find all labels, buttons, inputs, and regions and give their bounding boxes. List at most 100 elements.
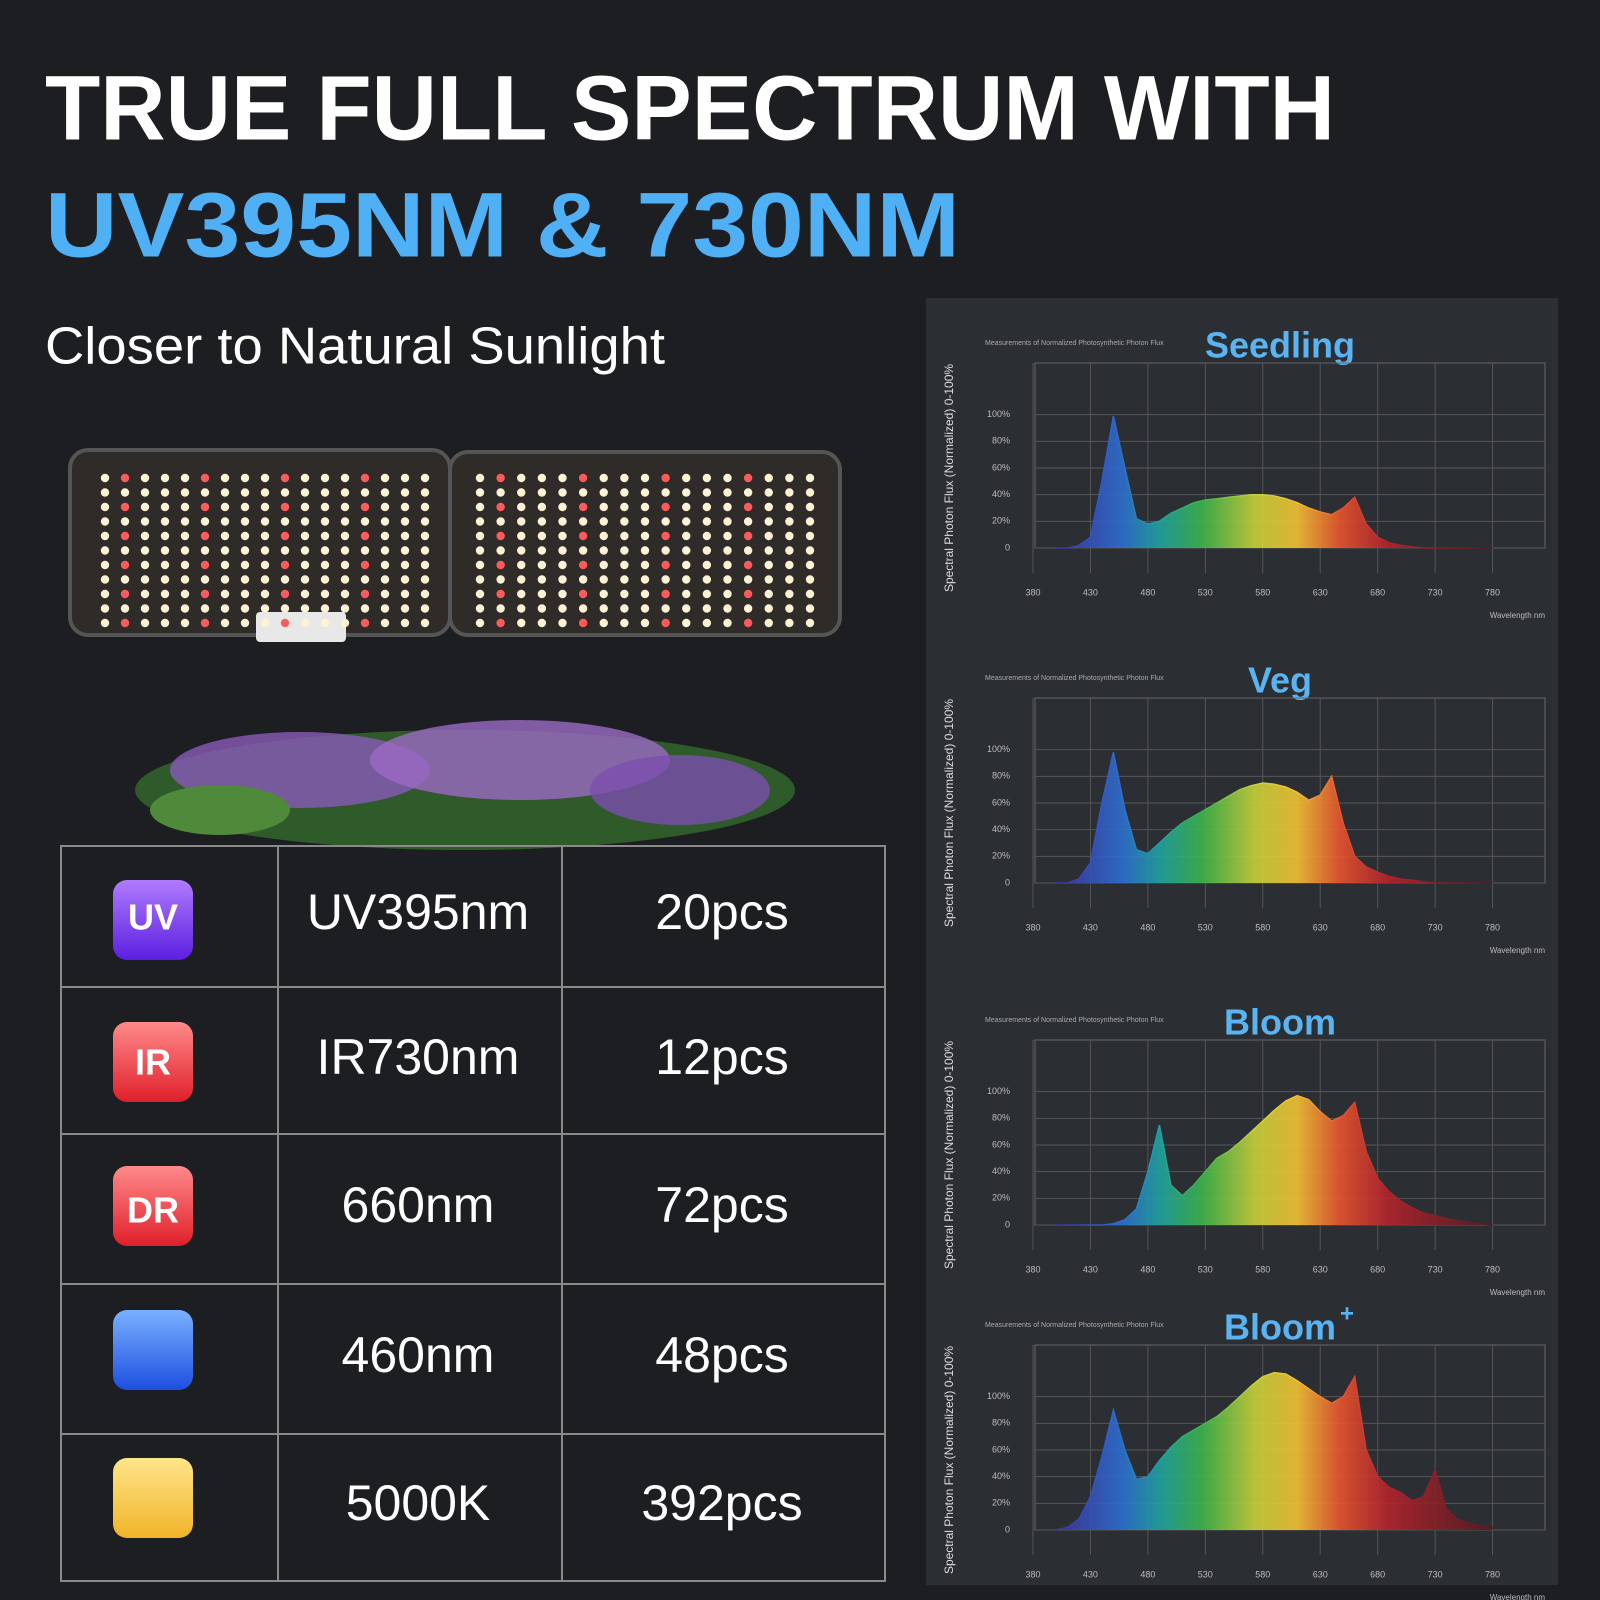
led xyxy=(340,604,350,613)
led xyxy=(320,575,330,584)
x-tick-label: 480 xyxy=(1140,587,1155,597)
y-tick-label: 0 xyxy=(1005,1524,1010,1534)
led xyxy=(723,531,732,541)
led xyxy=(340,560,350,570)
led xyxy=(200,488,210,497)
led xyxy=(160,546,170,555)
led xyxy=(120,488,130,497)
y-tick-label: 80% xyxy=(992,436,1010,446)
x-tick-label: 480 xyxy=(1140,1569,1155,1579)
led xyxy=(300,546,310,555)
led xyxy=(764,546,773,555)
x-axis-label: Wavelength nm xyxy=(1490,611,1546,620)
led xyxy=(764,575,773,584)
led xyxy=(300,618,310,628)
led xyxy=(661,502,670,512)
led xyxy=(260,575,270,584)
ir-icon xyxy=(113,1022,193,1102)
led xyxy=(537,517,547,526)
led xyxy=(537,546,547,555)
x-tick-label: 680 xyxy=(1370,587,1385,597)
blue-icon xyxy=(113,1310,193,1390)
led xyxy=(280,488,290,497)
led xyxy=(240,488,250,497)
led xyxy=(764,531,773,541)
led xyxy=(805,589,815,599)
y-tick-label: 0 xyxy=(1005,542,1010,552)
led xyxy=(640,589,650,599)
led xyxy=(360,546,370,555)
led xyxy=(496,517,505,526)
led xyxy=(805,488,815,497)
led xyxy=(120,517,130,526)
lamp xyxy=(68,448,842,642)
led xyxy=(260,517,270,526)
led xyxy=(599,546,608,555)
led xyxy=(496,604,505,613)
led xyxy=(702,546,712,555)
led xyxy=(300,488,310,497)
y-tick-label: 100% xyxy=(987,1391,1010,1401)
y-tick-label: 100% xyxy=(987,744,1010,754)
led xyxy=(578,473,588,483)
led xyxy=(380,560,390,570)
led xyxy=(320,604,330,613)
led xyxy=(805,560,815,570)
led xyxy=(537,502,547,512)
led xyxy=(400,604,410,613)
led xyxy=(240,517,250,526)
led xyxy=(496,618,505,628)
led xyxy=(517,531,526,541)
led xyxy=(496,575,505,584)
led xyxy=(180,575,190,584)
title-highlight: UV395NM & 730NM xyxy=(45,174,960,276)
chart-note: Measurements of Normalized Photosyntheti… xyxy=(985,340,1164,347)
led xyxy=(805,575,815,584)
led xyxy=(120,589,130,599)
led xyxy=(120,473,130,483)
led xyxy=(400,473,410,483)
led xyxy=(400,531,410,541)
y-tick-label: 60% xyxy=(992,797,1010,807)
led xyxy=(558,502,567,512)
x-tick-label: 430 xyxy=(1083,1569,1098,1579)
spectrum-line xyxy=(1056,752,1493,884)
led xyxy=(682,517,691,526)
led xyxy=(702,488,712,497)
led xyxy=(300,560,310,570)
led xyxy=(140,473,150,483)
led xyxy=(785,604,794,613)
count: 392pcs xyxy=(641,1475,802,1531)
led xyxy=(723,560,732,570)
led xyxy=(475,604,485,613)
chart-panel xyxy=(926,298,1558,1585)
led xyxy=(400,589,410,599)
led xyxy=(160,575,170,584)
led xyxy=(764,618,773,628)
y-tick-label: 100% xyxy=(987,409,1010,419)
count: 12pcs xyxy=(655,1029,788,1085)
x-tick-label: 530 xyxy=(1198,922,1213,932)
led xyxy=(360,560,370,570)
led xyxy=(260,502,270,512)
led xyxy=(180,473,190,483)
led xyxy=(400,517,410,526)
icon-label: UV xyxy=(128,897,178,938)
led xyxy=(140,575,150,584)
led xyxy=(280,546,290,555)
led xyxy=(475,546,485,555)
led xyxy=(743,546,753,555)
led xyxy=(640,575,650,584)
x-tick-label: 680 xyxy=(1370,1569,1385,1579)
icon-label: IR xyxy=(135,1042,171,1083)
led xyxy=(723,604,732,613)
led xyxy=(661,546,670,555)
led xyxy=(120,575,130,584)
led xyxy=(200,589,210,599)
area-fill xyxy=(1055,1372,1493,1530)
chart-title: Seedling xyxy=(1205,325,1355,366)
led xyxy=(120,618,130,628)
led xyxy=(240,531,250,541)
led xyxy=(380,488,390,497)
led xyxy=(300,575,310,584)
